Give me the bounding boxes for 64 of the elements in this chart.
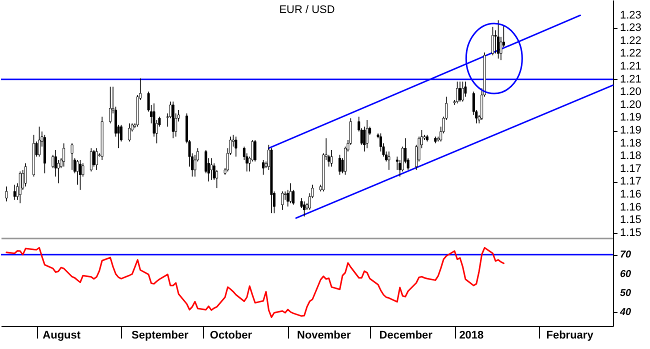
x-tick-label: October: [210, 330, 253, 342]
y-tick-label: 1.19: [620, 124, 642, 137]
candlestick: [82, 162, 84, 177]
y-tick-label: 1.20: [620, 86, 642, 98]
y-tick-label: 1.15: [620, 214, 642, 226]
y-tick-label: 1.17: [620, 162, 642, 175]
y-tick-label: 70: [620, 250, 632, 261]
candlestick: [330, 150, 333, 167]
candlestick: [109, 86, 112, 124]
y-tick-label: 1.19: [620, 112, 642, 124]
candlestick: [464, 81, 467, 98]
x-tick-label: November: [296, 330, 352, 342]
y-tick-label: 1.16: [620, 201, 642, 214]
y-tick-label: 60: [620, 268, 632, 280]
candlestick: [90, 148, 92, 172]
candlestick: [95, 148, 98, 170]
candlestick: [497, 20, 500, 60]
candlestick: [254, 140, 256, 162]
candlestick: [18, 171, 22, 204]
candlestick: [281, 191, 284, 210]
y-tick-label: 1.18: [620, 137, 642, 150]
y-tick-label: 1.15: [620, 226, 642, 239]
y-tick-label: 1.16: [620, 188, 642, 200]
candlestick: [62, 142, 66, 167]
candlestick: [210, 158, 213, 180]
y-tick-label: 1.23: [620, 9, 642, 22]
candlestick: [262, 160, 265, 176]
line-series: [6, 247, 504, 318]
y-tick-label: 40: [619, 307, 632, 318]
y-tick-label: 50: [620, 288, 632, 300]
candlestick: [338, 154, 342, 176]
x-tick-label: 2018: [459, 330, 484, 342]
y-tick-label: 1.23: [620, 22, 642, 34]
candlestick: [5, 186, 8, 202]
y-tick-label: 1.18: [620, 150, 642, 162]
candlestick: [388, 151, 390, 170]
candlestick: [216, 170, 218, 188]
y-tick-label: 1.21: [620, 73, 642, 86]
candlestick: [492, 26, 494, 56]
x-tick-label: February: [546, 330, 594, 342]
chart-title: EUR / USD: [279, 4, 335, 16]
x-tick-label: September: [132, 330, 190, 342]
candlestick: [92, 150, 96, 167]
x-tick-label: December: [379, 330, 434, 342]
candlestick: [57, 160, 60, 184]
y-tick-label: 1.20: [620, 98, 642, 111]
y-tick-label: 1.17: [620, 176, 642, 188]
candlestick: [128, 122, 131, 142]
candlestick: [289, 182, 292, 204]
x-tick-label: August: [42, 330, 81, 342]
candlestick: [78, 160, 82, 190]
y-tick-label: 1.22: [620, 34, 642, 47]
y-tick-label: 1.22: [620, 48, 642, 60]
candlestick: [24, 162, 27, 187]
candlestick: [234, 136, 238, 158]
candlestick: [70, 142, 74, 170]
candlestick: [458, 81, 462, 102]
candlestick: [13, 184, 16, 200]
candlestick: [366, 120, 368, 149]
candlestick: [461, 81, 464, 102]
candlestick: [303, 201, 306, 217]
candlestick: [38, 126, 40, 158]
y-tick-label: 1.21: [620, 60, 642, 73]
candlestick: [456, 81, 459, 104]
